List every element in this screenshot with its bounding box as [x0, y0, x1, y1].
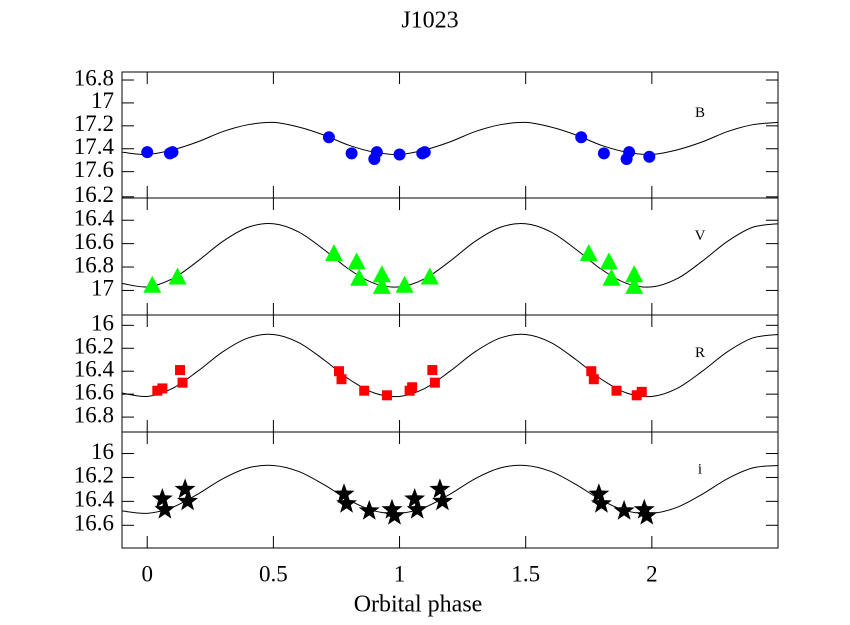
data-point	[372, 265, 391, 283]
data-point	[625, 265, 644, 283]
data-point	[404, 488, 426, 508]
data-point	[418, 146, 431, 159]
model-curve	[121, 121, 779, 156]
data-point	[432, 490, 453, 511]
data-point	[631, 390, 642, 401]
x-axis-label: Orbital phase	[354, 592, 483, 618]
y-tick-label: 16.6	[74, 229, 114, 254]
data-point	[575, 131, 588, 144]
data-point	[141, 146, 154, 159]
y-tick-label: 16.4	[74, 487, 115, 512]
data-point	[643, 150, 656, 163]
model-curve	[121, 333, 779, 398]
data-point	[154, 498, 176, 519]
data-point	[152, 385, 163, 396]
y-tick-label: 16.8	[74, 252, 114, 277]
data-point	[429, 478, 451, 499]
data-point	[588, 374, 599, 385]
panel-label: R	[695, 345, 705, 361]
x-tick-label: 1	[394, 561, 406, 586]
y-tick-label: 16.6	[74, 379, 114, 404]
data-point	[586, 366, 597, 377]
y-tick-label: 17.6	[74, 157, 114, 182]
data-point	[347, 252, 366, 270]
data-point	[177, 490, 199, 511]
data-point	[381, 498, 403, 519]
y-tick-label: 16	[91, 311, 114, 336]
data-point	[372, 276, 391, 294]
data-point	[174, 478, 196, 499]
y-tick-label: 16.8	[74, 65, 114, 90]
data-point	[588, 483, 610, 504]
x-tick-label: 1.5	[511, 561, 540, 586]
y-tick-label: 17	[91, 276, 114, 301]
data-point	[623, 146, 636, 159]
data-point	[599, 252, 618, 270]
data-point	[597, 147, 610, 160]
data-point	[358, 499, 380, 520]
y-tick-label: 17	[91, 88, 114, 113]
data-point	[381, 390, 392, 401]
data-point	[324, 244, 343, 262]
data-point	[143, 275, 162, 293]
data-point	[166, 146, 179, 159]
data-point	[429, 377, 440, 388]
panel-frame	[121, 431, 779, 549]
data-point	[336, 492, 357, 513]
data-point	[157, 383, 168, 394]
data-point	[636, 386, 647, 397]
data-point	[579, 244, 598, 262]
data-point	[625, 276, 644, 294]
data-point	[345, 147, 358, 160]
data-point	[350, 268, 369, 286]
y-tick-label: 17.4	[74, 134, 115, 159]
y-tick-label: 16.6	[74, 511, 114, 536]
y-tick-label: 16.2	[74, 182, 114, 207]
panel-frame	[121, 197, 779, 316]
y-tick-label: 16	[91, 439, 114, 464]
data-point	[322, 131, 335, 144]
data-point	[370, 146, 383, 159]
model-curve	[121, 464, 779, 515]
data-point	[359, 385, 370, 396]
data-point	[333, 483, 355, 504]
data-point	[613, 499, 635, 520]
data-point	[151, 488, 173, 508]
y-tick-label: 16.4	[74, 206, 115, 231]
data-point	[336, 374, 347, 385]
data-point	[333, 366, 344, 377]
panel-label: B	[695, 105, 705, 121]
panel-frame	[121, 314, 779, 433]
panel-frame	[121, 71, 779, 199]
y-tick-label: 17.2	[74, 111, 114, 136]
data-point	[384, 504, 405, 525]
data-point	[602, 268, 621, 286]
panel-label: V	[695, 228, 706, 244]
data-point	[590, 492, 612, 513]
x-tick-label: 0.5	[259, 561, 288, 586]
data-point	[406, 498, 428, 519]
data-point	[395, 275, 414, 293]
model-curve	[121, 223, 779, 288]
data-point	[636, 504, 658, 525]
y-tick-label: 16.4	[74, 356, 115, 381]
x-tick-label: 2	[646, 561, 658, 586]
data-point	[633, 498, 655, 519]
data-point	[427, 365, 438, 376]
data-point	[611, 385, 622, 396]
data-point	[393, 148, 406, 161]
x-tick-label: 0	[141, 561, 153, 586]
data-point	[175, 365, 186, 376]
data-point	[420, 267, 439, 285]
panel-label: i	[698, 462, 702, 478]
data-point	[177, 377, 188, 388]
data-point	[407, 382, 418, 393]
y-tick-label: 16.2	[74, 334, 114, 359]
y-tick-label: 16.2	[74, 463, 114, 488]
chart-title: J1023	[401, 8, 458, 34]
data-point	[168, 267, 187, 285]
y-tick-label: 16.8	[74, 402, 114, 427]
